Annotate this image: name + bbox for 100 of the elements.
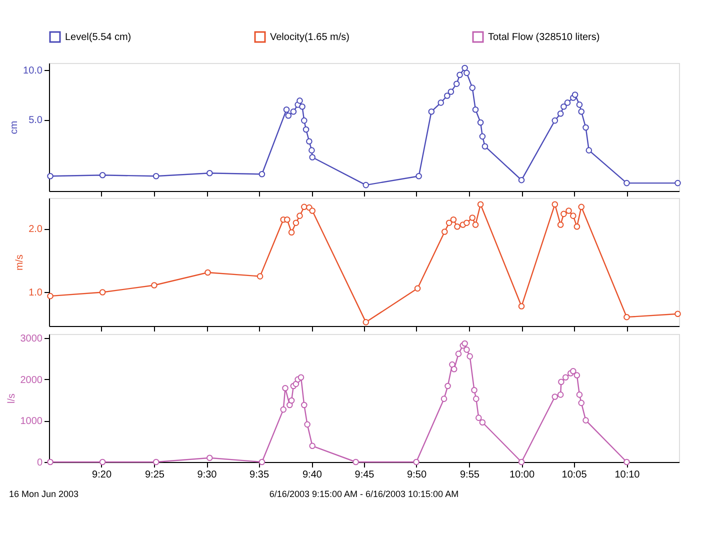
- point: [47, 172, 54, 180]
- point: [624, 314, 630, 320]
- point: [558, 378, 564, 386]
- y-tick-label: 2.0: [28, 224, 43, 236]
- point: [258, 458, 266, 466]
- point: [47, 458, 54, 466]
- x-tick-label: 9:35: [250, 470, 270, 480]
- y-tick-label: 5.0: [28, 115, 43, 126]
- point: [472, 106, 479, 113]
- point: [309, 154, 316, 160]
- point: [476, 414, 482, 421]
- point: [518, 458, 525, 466]
- point: [464, 70, 470, 76]
- point: [477, 201, 484, 208]
- point: [441, 228, 448, 235]
- point: [472, 396, 480, 402]
- point: [578, 204, 584, 210]
- point: [552, 394, 558, 400]
- point: [472, 222, 479, 228]
- point: [469, 214, 476, 221]
- x-tick-label: 9:20: [92, 470, 112, 480]
- point: [518, 303, 525, 310]
- point: [624, 180, 630, 186]
- point: [674, 310, 681, 318]
- point: [564, 100, 571, 106]
- x-tick-label: 9:25: [144, 470, 165, 480]
- point: [453, 80, 460, 87]
- legend-label: Total Flow (328510 liters): [488, 32, 600, 43]
- point: [582, 417, 589, 424]
- point: [258, 170, 266, 178]
- x-tick-label: 10:10: [614, 470, 640, 480]
- point: [299, 104, 306, 110]
- point: [552, 117, 558, 124]
- point: [518, 176, 525, 184]
- point: [304, 421, 310, 428]
- x-tick-label: 9:45: [354, 470, 375, 480]
- point: [308, 147, 315, 154]
- x-tick-label: 9:50: [407, 470, 427, 480]
- point: [477, 119, 484, 126]
- x-tick-label: 9:40: [302, 470, 322, 480]
- point: [456, 72, 463, 78]
- point: [440, 396, 448, 402]
- point: [301, 402, 308, 408]
- point: [444, 382, 451, 390]
- x-tick-label: 9:30: [197, 470, 218, 480]
- point: [283, 106, 290, 113]
- point: [471, 387, 478, 394]
- point: [438, 100, 444, 106]
- point: [296, 98, 303, 104]
- point: [280, 406, 287, 413]
- point: [292, 380, 300, 388]
- point: [576, 102, 583, 108]
- point: [557, 110, 564, 117]
- point: [576, 392, 583, 398]
- y-tick-label: 1.0: [28, 288, 43, 299]
- point: [256, 273, 264, 280]
- point: [479, 419, 486, 426]
- y-tick-label: 2000: [20, 374, 43, 386]
- point: [301, 117, 308, 124]
- y-axis-title: cm: [9, 120, 20, 134]
- point: [562, 374, 569, 380]
- point: [469, 84, 476, 91]
- point: [552, 201, 558, 208]
- point: [446, 220, 452, 226]
- text: 6/16/2003 9:15:00 AM - 6/16/2003 10:15:00 AM: [269, 489, 459, 499]
- point: [557, 222, 564, 228]
- point: [298, 374, 304, 380]
- point: [285, 112, 292, 119]
- point: [578, 108, 584, 115]
- point: [416, 172, 422, 180]
- point: [309, 442, 316, 450]
- point: [578, 400, 584, 406]
- point: [455, 350, 462, 357]
- y-axis-title: m/s: [14, 254, 26, 271]
- legend-label: Velocity(1.65 m/s): [270, 32, 350, 43]
- point: [674, 180, 681, 186]
- point: [624, 458, 630, 466]
- y-tick-label: 3000: [20, 334, 43, 345]
- point: [152, 172, 160, 180]
- point: [428, 108, 435, 115]
- point: [306, 138, 312, 145]
- text: 16 Mon Jun 2003: [9, 489, 79, 499]
- y-tick-label: 0: [36, 458, 43, 468]
- point: [449, 361, 456, 368]
- point: [362, 319, 370, 326]
- point: [206, 454, 213, 462]
- point: [362, 182, 370, 188]
- x-tick-label: 9:55: [460, 470, 480, 480]
- point: [414, 285, 421, 292]
- point: [450, 366, 458, 372]
- point: [99, 172, 106, 178]
- point: [284, 216, 290, 223]
- y-axis-title: l/s: [6, 394, 18, 404]
- point: [151, 282, 158, 288]
- point: [464, 220, 470, 226]
- point: [47, 292, 54, 300]
- point: [204, 269, 211, 276]
- point: [309, 208, 316, 214]
- point: [288, 397, 295, 404]
- point: [570, 212, 576, 219]
